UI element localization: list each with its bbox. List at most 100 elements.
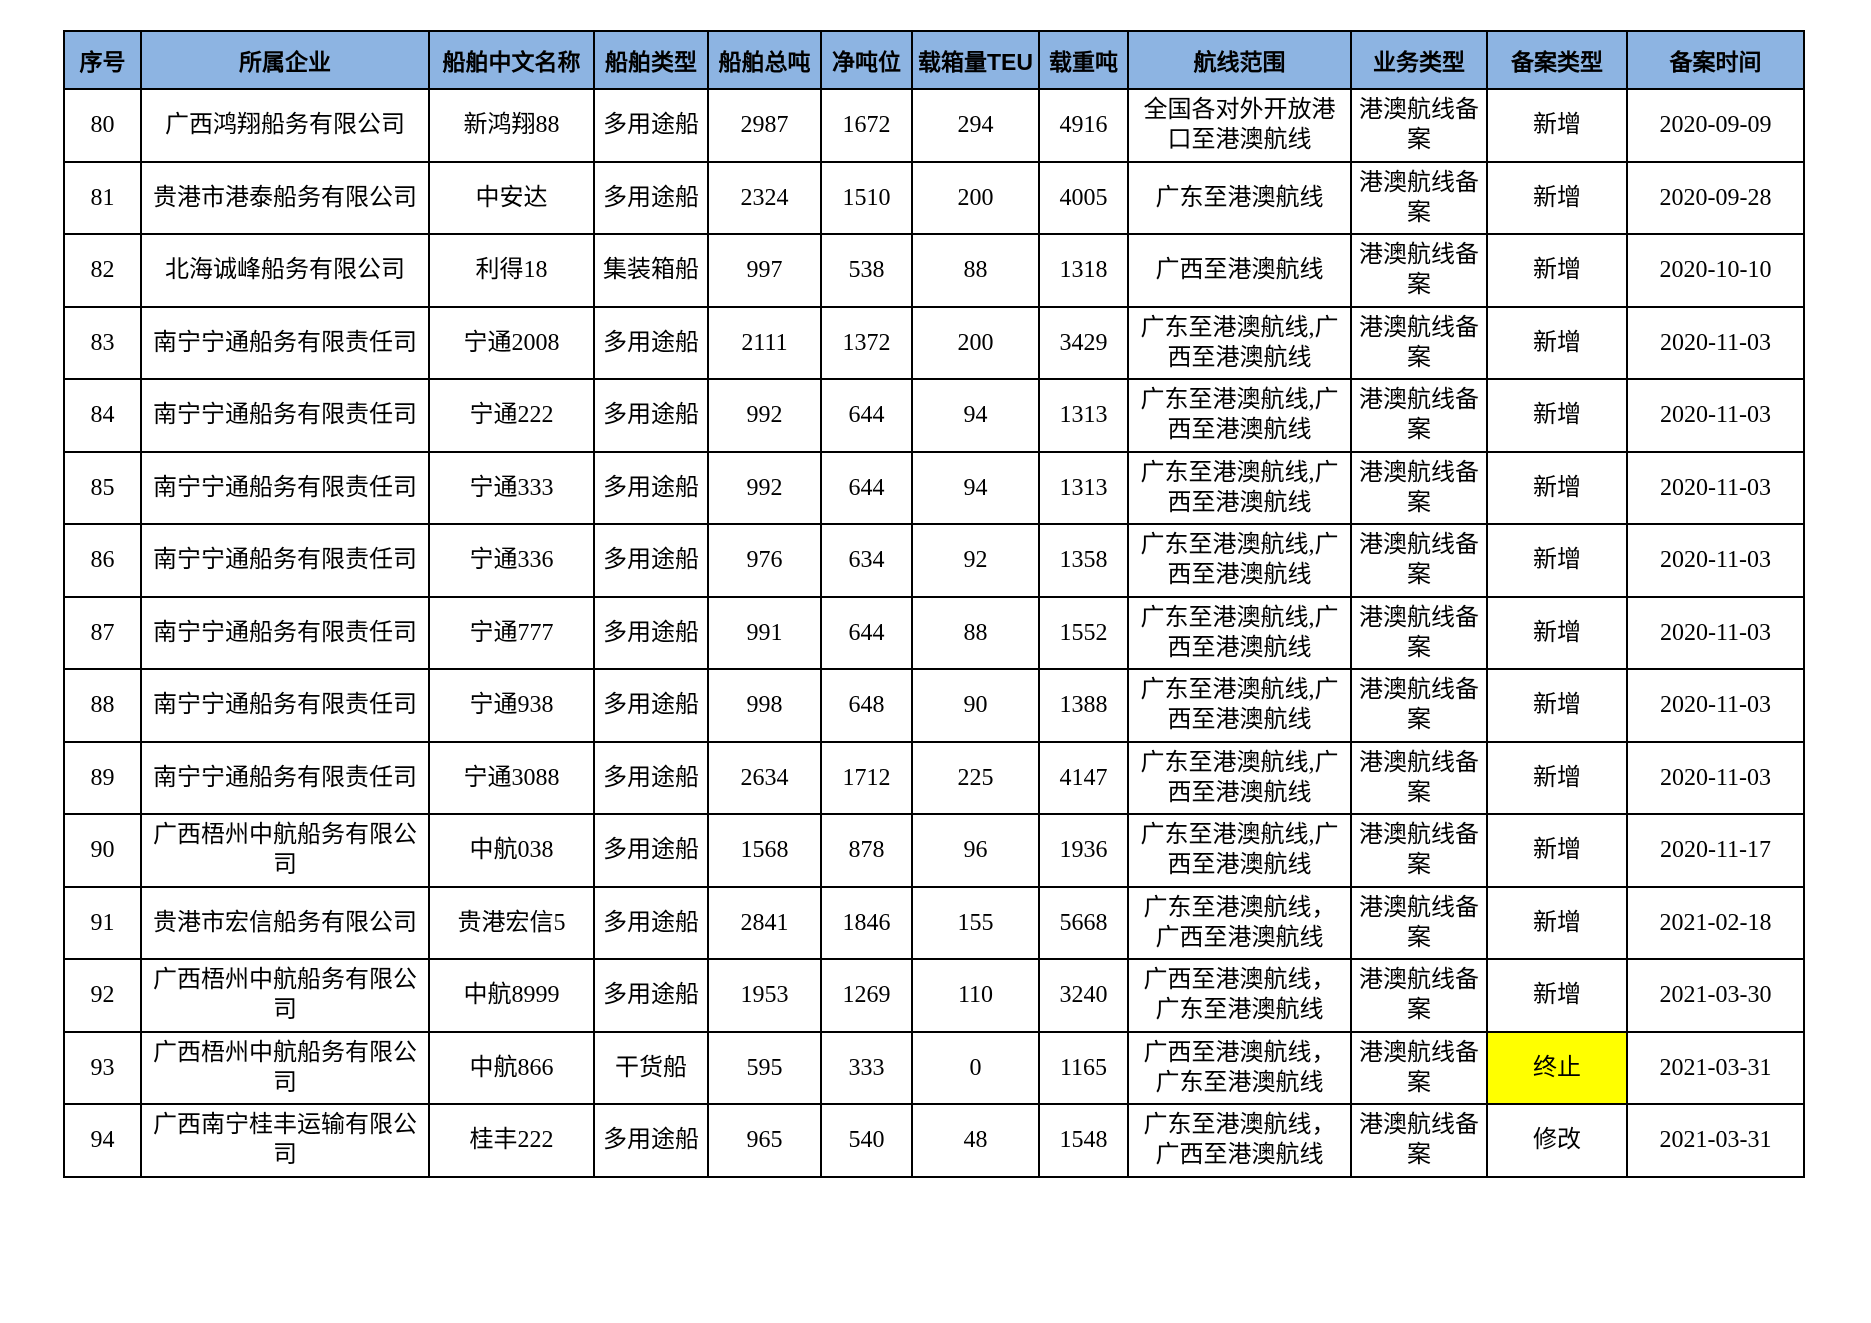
- cell-dwt: 4916: [1038, 88, 1129, 163]
- cell-net-tonnage: 1672: [820, 88, 913, 163]
- cell-ship-name: 宁通222: [428, 378, 595, 453]
- table-row: 90 广西梧州中航船务有限公 司 中航038 多用途船 1568 878 96 …: [63, 813, 1805, 888]
- cell-company: 南宁宁通船务有限责任司: [140, 305, 430, 380]
- table-header-row: 序号 所属企业 船舶中文名称 船舶类型 船舶总吨 净吨位 载箱量TEU 载重吨 …: [63, 30, 1805, 90]
- cell-filing-date: 2020-11-17: [1626, 813, 1805, 888]
- cell-seq: 85: [63, 450, 142, 525]
- cell-ship-name: 宁通3088: [428, 740, 595, 815]
- table-row: 86 南宁宁通船务有限责任司 宁通336 多用途船 976 634 92 135…: [63, 523, 1805, 598]
- cell-dwt: 1313: [1038, 378, 1129, 453]
- cell-gross-tonnage: 976: [707, 523, 822, 598]
- header-net-tonnage: 净吨位: [820, 30, 913, 90]
- table-row: 84 南宁宁通船务有限责任司 宁通222 多用途船 992 644 94 131…: [63, 378, 1805, 453]
- cell-dwt: 5668: [1038, 885, 1129, 960]
- header-teu: 载箱量TEU: [911, 30, 1040, 90]
- cell-route: 广东至港澳航线,广 西至港澳航线: [1127, 668, 1352, 743]
- cell-ship-type: 多用途船: [593, 813, 709, 888]
- cell-gross-tonnage: 2324: [707, 160, 822, 235]
- table-row: 82 北海诚峰船务有限公司 利得18 集装箱船 997 538 88 1318 …: [63, 233, 1805, 308]
- cell-ship-name: 桂丰222: [428, 1103, 595, 1178]
- cell-ship-type: 多用途船: [593, 668, 709, 743]
- cell-dwt: 4005: [1038, 160, 1129, 235]
- cell-filing-date: 2021-02-18: [1626, 885, 1805, 960]
- cell-route: 全国各对外开放港 口至港澳航线: [1127, 88, 1352, 163]
- cell-filing-type: 新增: [1486, 450, 1628, 525]
- cell-gross-tonnage: 998: [707, 668, 822, 743]
- cell-net-tonnage: 878: [820, 813, 913, 888]
- cell-dwt: 1388: [1038, 668, 1129, 743]
- cell-ship-type: 多用途船: [593, 160, 709, 235]
- cell-filing-date: 2020-10-10: [1626, 233, 1805, 308]
- cell-filing-type: 新增: [1486, 523, 1628, 598]
- cell-net-tonnage: 648: [820, 668, 913, 743]
- cell-ship-type: 多用途船: [593, 88, 709, 163]
- cell-dwt: 1358: [1038, 523, 1129, 598]
- cell-teu: 200: [911, 160, 1040, 235]
- cell-dwt: 1318: [1038, 233, 1129, 308]
- cell-net-tonnage: 1846: [820, 885, 913, 960]
- cell-filing-date: 2020-09-28: [1626, 160, 1805, 235]
- cell-company: 南宁宁通船务有限责任司: [140, 523, 430, 598]
- cell-gross-tonnage: 595: [707, 1030, 822, 1105]
- table-row: 89 南宁宁通船务有限责任司 宁通3088 多用途船 2634 1712 225…: [63, 740, 1805, 815]
- cell-seq: 83: [63, 305, 142, 380]
- cell-company: 贵港市宏信船务有限公司: [140, 885, 430, 960]
- cell-gross-tonnage: 991: [707, 595, 822, 670]
- header-seq: 序号: [63, 30, 142, 90]
- table-row: 81 贵港市港泰船务有限公司 中安达 多用途船 2324 1510 200 40…: [63, 160, 1805, 235]
- cell-filing-date: 2020-11-03: [1626, 740, 1805, 815]
- cell-dwt: 1165: [1038, 1030, 1129, 1105]
- cell-seq: 84: [63, 378, 142, 453]
- cell-company: 南宁宁通船务有限责任司: [140, 378, 430, 453]
- cell-business-type: 港澳航线备案: [1350, 378, 1488, 453]
- cell-route: 广东至港澳航线,广 西至港澳航线: [1127, 305, 1352, 380]
- cell-filing-type: 新增: [1486, 305, 1628, 380]
- cell-seq: 93: [63, 1030, 142, 1105]
- table-row: 92 广西梧州中航船务有限公 司 中航8999 多用途船 1953 1269 1…: [63, 958, 1805, 1033]
- cell-business-type: 港澳航线备案: [1350, 450, 1488, 525]
- cell-filing-type: 新增: [1486, 958, 1628, 1033]
- header-route: 航线范围: [1127, 30, 1352, 90]
- cell-business-type: 港澳航线备案: [1350, 88, 1488, 163]
- cell-filing-date: 2020-11-03: [1626, 595, 1805, 670]
- cell-ship-name: 宁通336: [428, 523, 595, 598]
- cell-net-tonnage: 540: [820, 1103, 913, 1178]
- cell-seq: 88: [63, 668, 142, 743]
- cell-gross-tonnage: 997: [707, 233, 822, 308]
- cell-gross-tonnage: 965: [707, 1103, 822, 1178]
- cell-ship-type: 多用途船: [593, 885, 709, 960]
- table-row: 88 南宁宁通船务有限责任司 宁通938 多用途船 998 648 90 138…: [63, 668, 1805, 743]
- ship-filing-table-sheet: 序号 所属企业 船舶中文名称 船舶类型 船舶总吨 净吨位 载箱量TEU 载重吨 …: [63, 30, 1805, 1178]
- cell-net-tonnage: 634: [820, 523, 913, 598]
- cell-filing-date: 2020-11-03: [1626, 523, 1805, 598]
- cell-teu: 110: [911, 958, 1040, 1033]
- cell-filing-date: 2020-11-03: [1626, 378, 1805, 453]
- cell-teu: 155: [911, 885, 1040, 960]
- cell-seq: 94: [63, 1103, 142, 1178]
- header-company: 所属企业: [140, 30, 430, 90]
- cell-filing-type: 终止: [1486, 1030, 1628, 1105]
- cell-filing-date: 2021-03-30: [1626, 958, 1805, 1033]
- cell-seq: 80: [63, 88, 142, 163]
- cell-gross-tonnage: 1568: [707, 813, 822, 888]
- cell-gross-tonnage: 992: [707, 378, 822, 453]
- cell-seq: 82: [63, 233, 142, 308]
- cell-seq: 90: [63, 813, 142, 888]
- cell-business-type: 港澳航线备案: [1350, 160, 1488, 235]
- cell-company: 广西梧州中航船务有限公 司: [140, 958, 430, 1033]
- cell-company: 南宁宁通船务有限责任司: [140, 668, 430, 743]
- cell-gross-tonnage: 2987: [707, 88, 822, 163]
- cell-business-type: 港澳航线备案: [1350, 813, 1488, 888]
- cell-route: 广东至港澳航线， 广西至港澳航线: [1127, 885, 1352, 960]
- cell-ship-name: 中航866: [428, 1030, 595, 1105]
- cell-ship-name: 宁通777: [428, 595, 595, 670]
- cell-company: 广西梧州中航船务有限公 司: [140, 813, 430, 888]
- cell-company: 北海诚峰船务有限公司: [140, 233, 430, 308]
- cell-ship-type: 多用途船: [593, 305, 709, 380]
- cell-route: 广东至港澳航线,广 西至港澳航线: [1127, 523, 1352, 598]
- cell-filing-type: 新增: [1486, 885, 1628, 960]
- cell-net-tonnage: 538: [820, 233, 913, 308]
- cell-filing-date: 2021-03-31: [1626, 1030, 1805, 1105]
- cell-ship-type: 集装箱船: [593, 233, 709, 308]
- cell-ship-type: 多用途船: [593, 523, 709, 598]
